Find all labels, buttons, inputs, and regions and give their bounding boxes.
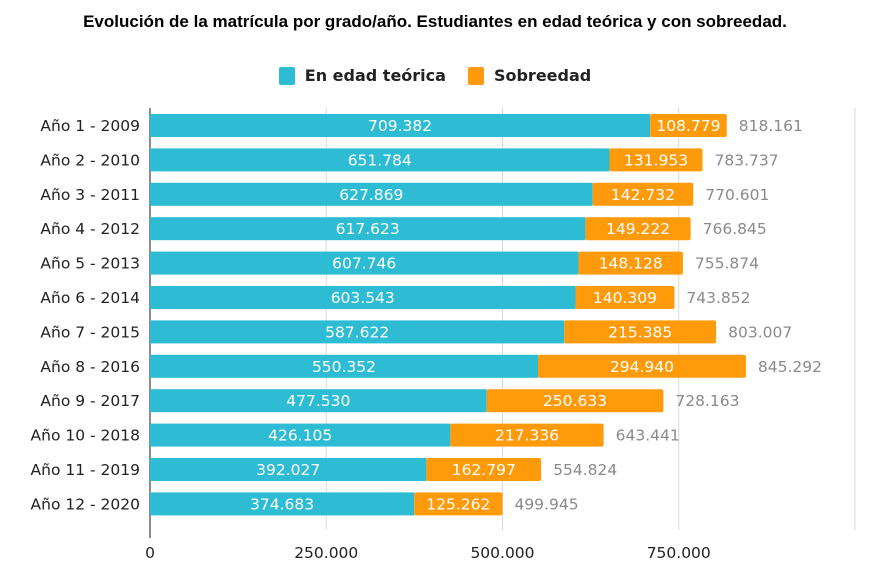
bar-value-label: 617.623 <box>336 220 400 238</box>
total-value-label: 643.441 <box>616 427 680 445</box>
legend-label-sobreedad: Sobreedad <box>493 66 592 85</box>
bar-value-label: 140.309 <box>593 289 657 307</box>
bar-sobreedad <box>414 492 503 516</box>
bar-en-edad-teorica <box>150 423 451 447</box>
bar-value-label: 250.633 <box>543 392 607 410</box>
bar-sobreedad <box>486 389 664 413</box>
category-label: Año 10 - 2018 <box>31 427 140 445</box>
x-tick-label: 250.000 <box>294 544 358 562</box>
total-value-label: 499.945 <box>514 495 578 513</box>
bar-value-label: 131.953 <box>624 151 688 169</box>
legend-swatch-sobreedad <box>467 66 484 85</box>
category-label: Año 6 - 2014 <box>40 289 140 307</box>
category-label: Año 8 - 2016 <box>40 358 140 376</box>
x-tick-label: 0 <box>145 544 155 562</box>
bar-value-label: 392.027 <box>256 461 320 479</box>
bar-value-label: 374.683 <box>250 495 314 513</box>
bar-value-label: 149.222 <box>606 220 670 238</box>
chart-title: Evolución de la matrícula por grado/año.… <box>83 12 787 31</box>
total-value-label: 743.852 <box>686 289 750 307</box>
bar-sobreedad <box>564 320 717 344</box>
bar-value-label: 709.382 <box>368 117 432 135</box>
bar-value-label: 108.779 <box>656 117 720 135</box>
legend-swatch-en-edad-teorica <box>278 66 295 85</box>
legend: En edad teórica Sobreedad <box>0 66 870 85</box>
bar-value-label: 294.940 <box>610 358 674 376</box>
bar-sobreedad <box>650 114 727 137</box>
bar-value-label: 426.105 <box>268 427 332 445</box>
bar-en-edad-teorica <box>150 354 538 378</box>
bar-value-label: 142.732 <box>611 186 675 204</box>
category-label: Año 1 - 2009 <box>40 117 140 135</box>
bar-sobreedad <box>578 251 683 275</box>
bar-value-label: 607.746 <box>332 255 396 273</box>
bar-value-label: 550.352 <box>312 358 376 376</box>
category-label: Año 2 - 2010 <box>40 151 140 169</box>
legend-item-en-edad-teorica[interactable]: En edad teórica <box>278 66 446 85</box>
bar-sobreedad <box>450 423 604 447</box>
bar-sobreedad <box>592 182 694 206</box>
bar-sobreedad <box>585 217 691 241</box>
total-value-label: 803.007 <box>728 323 792 341</box>
bar-en-edad-teorica <box>150 251 579 275</box>
bar-value-label: 217.336 <box>495 427 559 445</box>
bar-sobreedad <box>426 458 542 481</box>
category-label: Año 5 - 2013 <box>40 255 140 273</box>
bar-value-label: 651.784 <box>348 151 412 169</box>
bar-en-edad-teorica <box>150 492 415 516</box>
bar-en-edad-teorica <box>150 217 586 241</box>
bar-sobreedad <box>609 148 703 172</box>
total-value-label: 770.601 <box>705 186 769 204</box>
bar-en-edad-teorica <box>150 114 651 137</box>
bar-value-label: 148.128 <box>599 255 663 273</box>
legend-label-en-edad-teorica: En edad teórica <box>304 66 446 85</box>
category-label: Año 11 - 2019 <box>31 461 140 479</box>
x-tick-label: 750.000 <box>647 544 711 562</box>
bar-value-label: 162.797 <box>452 461 516 479</box>
category-label: Año 7 - 2015 <box>40 323 140 341</box>
bar-value-label: 215.385 <box>608 323 672 341</box>
bar-value-label: 603.543 <box>331 289 395 307</box>
bar-value-label: 125.262 <box>426 495 490 513</box>
total-value-label: 755.874 <box>695 255 759 273</box>
total-value-label: 845.292 <box>758 358 822 376</box>
bar-en-edad-teorica <box>150 458 427 481</box>
bar-en-edad-teorica <box>150 182 593 206</box>
x-tick-label: 500.000 <box>470 544 534 562</box>
total-value-label: 766.845 <box>703 220 767 238</box>
bar-sobreedad <box>575 286 675 309</box>
total-value-label: 554.824 <box>553 461 617 479</box>
bar-value-label: 587.622 <box>325 323 389 341</box>
bar-value-label: 627.869 <box>339 186 403 204</box>
bar-en-edad-teorica <box>150 389 487 413</box>
total-value-label: 728.163 <box>675 392 739 410</box>
category-label: Año 4 - 2012 <box>40 220 140 238</box>
total-value-label: 818.161 <box>739 117 803 135</box>
bar-en-edad-teorica <box>150 286 576 309</box>
bar-sobreedad <box>537 354 746 378</box>
total-value-label: 783.737 <box>715 151 779 169</box>
bar-value-label: 477.530 <box>286 392 350 410</box>
legend-item-sobreedad[interactable]: Sobreedad <box>467 66 592 85</box>
category-label: Año 3 - 2011 <box>40 186 140 204</box>
bar-en-edad-teorica <box>150 148 610 172</box>
bar-en-edad-teorica <box>150 320 565 344</box>
category-label: Año 9 - 2017 <box>40 392 140 410</box>
category-label: Año 12 - 2020 <box>31 495 140 513</box>
